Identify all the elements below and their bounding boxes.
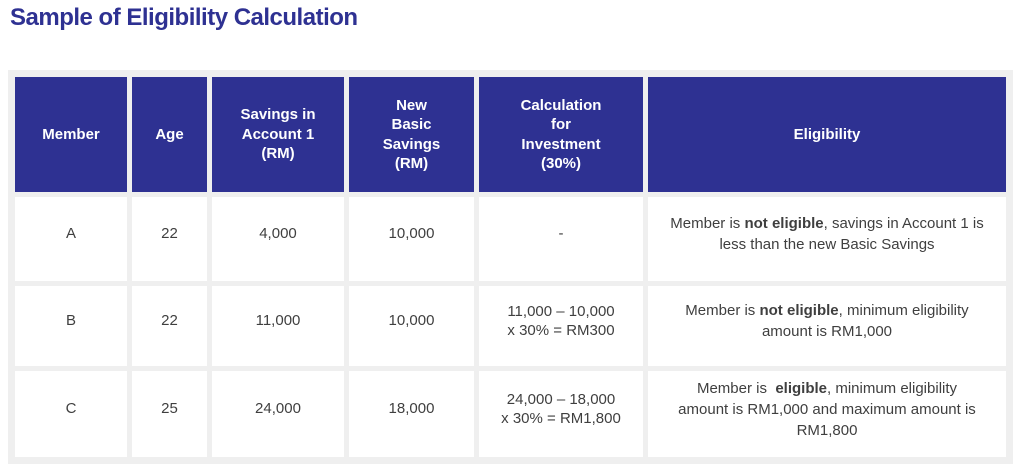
header-cell-age: Age [132,77,207,192]
calculation-line1: - [558,225,564,243]
page-title: Sample of Eligibility Calculation [10,4,358,31]
eligibility-cell: Member is eligible, minimum eligibility … [648,371,1006,457]
eligibility-status: not eligible [744,215,824,232]
age-cell: 22 [132,197,207,281]
eligibility-cell: Member is not eligible, minimum eligibil… [648,286,1006,366]
table-row: C 25 24,000 18,000 24,000 – 18,000 x 30%… [15,371,1006,457]
calculation-line1: 24,000 – 18,000 [506,390,616,408]
eligibility-rest: , minimum eligibility amount is RM1,000 [761,302,973,340]
new-basic-savings-cell: 18,000 [349,371,474,457]
eligibility-prefix: Member is [670,215,745,232]
new-basic-savings-cell: 10,000 [349,286,474,366]
calculation-line1: 11,000 – 10,000 [507,302,615,320]
eligibility-status: not eligible [759,302,839,319]
new-basic-savings-cell: 10,000 [349,197,474,281]
eligibility-table: Member Age Savings in Account 1 (RM) New… [10,72,1011,462]
table-row: B 22 11,000 10,000 11,000 – 10,000 x 30%… [15,286,1006,366]
eligibility-table-container: Member Age Savings in Account 1 (RM) New… [8,70,1013,464]
eligibility-prefix: Member is [696,379,776,397]
header-cell-calculation: Calculation for Investment (30%) [479,77,643,192]
header-cell-member: Member [15,77,127,192]
age-cell: 25 [132,371,207,457]
savings-account1-cell: 24,000 [212,371,344,457]
header-cell-new-basic-savings: New Basic Savings (RM) [349,77,474,192]
table-header-row: Member Age Savings in Account 1 (RM) New… [15,77,1006,192]
eligibility-status: eligible [775,379,827,397]
eligibility-rest: , minimum eligibility amount is RM1,000 … [678,379,980,439]
eligibility-prefix: Member is [685,302,760,319]
table-row: A 22 4,000 10,000 - Member is not eligib… [15,197,1006,281]
calculation-cell: 11,000 – 10,000 x 30% = RM300 [479,286,643,366]
member-cell: A [15,197,127,281]
member-cell: B [15,286,127,366]
header-cell-savings-account1: Savings in Account 1 (RM) [212,77,344,192]
savings-account1-cell: 4,000 [212,197,344,281]
age-cell: 22 [132,286,207,366]
header-cell-eligibility: Eligibility [648,77,1006,192]
savings-account1-cell: 11,000 [212,286,344,366]
calculation-line2: x 30% = RM300 [507,322,615,339]
calculation-cell: 24,000 – 18,000 x 30% = RM1,800 [479,371,643,457]
eligibility-rest: , savings in Account 1 is less than the … [719,215,988,253]
member-cell: C [15,371,127,457]
calculation-cell: - [479,197,643,281]
calculation-line2: x 30% = RM1,800 [501,410,621,427]
eligibility-cell: Member is not eligible, savings in Accou… [648,197,1006,281]
